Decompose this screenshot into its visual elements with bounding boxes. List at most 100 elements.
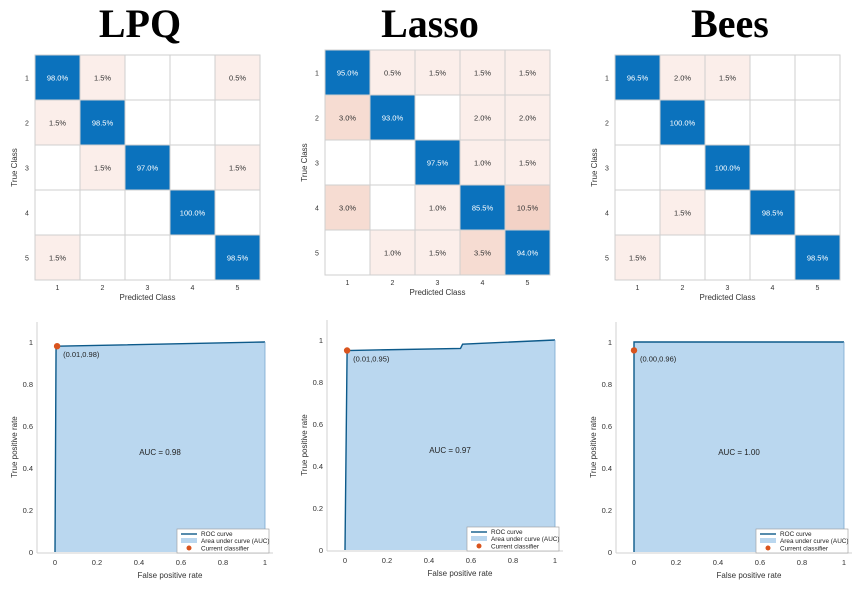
matrix-cell [504,94,551,141]
y-axis-label: True Class [590,148,599,186]
matrix-cell [659,144,706,191]
matrix-cell [414,94,461,141]
matrix-cell [659,189,706,236]
y-tick-label: 0.2 [313,504,323,513]
current-classifier-label: (0.01,0.98) [63,350,100,359]
current-classifier-marker [53,343,61,350]
y-tick-label: 1 [25,76,29,83]
cell-value: 1.5% [719,74,736,83]
y-tick-label: 0 [319,546,323,555]
cell-value: 1.0% [474,159,491,168]
matrix-cell [324,94,371,141]
matrix-cell [324,229,371,276]
cell-value: 1.5% [49,119,66,128]
y-tick-label: 1 [29,338,33,347]
x-tick-label: 0 [53,558,57,567]
y-tick-label: 0.8 [602,380,612,389]
y-tick-label: 2 [25,121,29,128]
matrix-cell [124,99,171,146]
x-tick-label: 0.8 [797,558,807,567]
x-tick-label: 1 [842,558,846,567]
y-tick-label: 1 [608,338,612,347]
auc-label: AUC = 1.00 [718,448,760,457]
matrix-cell [794,99,841,146]
cell-value: 1.5% [629,254,646,263]
matrix-cell [614,234,661,281]
y-tick-label: 0.8 [23,380,33,389]
cell-value: 98.5% [807,254,829,263]
y-tick-label: 3 [605,166,609,173]
x-tick-label: 5 [526,280,530,287]
legend-entry: Area under curve (AUC) [780,538,849,545]
matrix-cell [34,99,81,146]
matrix-cell [324,184,371,231]
y-axis-label: True positive rate [589,416,598,478]
auc-area [55,342,265,552]
x-tick-label: 3 [436,280,440,287]
matrix-cell [169,189,216,236]
y-tick-label: 1 [315,71,319,78]
matrix-cell [169,144,216,191]
x-tick-label: 3 [146,285,150,292]
cell-value: 1.5% [429,249,446,258]
x-tick-label: 0.6 [466,556,476,565]
x-tick-label: 0.8 [218,558,228,567]
x-tick-label: 0.4 [713,558,723,567]
x-tick-label: 2 [681,285,685,292]
matrix-cell [459,49,506,96]
legend-marker-swatch [186,545,192,551]
x-tick-label: 0.6 [755,558,765,567]
legend-entry: Current classifier [780,545,829,552]
cell-value: 3.0% [339,204,356,213]
current-classifier-label: (0.00,0.96) [640,354,677,363]
x-tick-label: 1 [636,285,640,292]
matrix-cell [704,189,751,236]
auc-label: AUC = 0.97 [429,446,471,455]
title-bees: Bees [691,1,769,46]
y-tick-label: 4 [315,206,319,213]
legend-auc-swatch [181,538,197,543]
cell-value: 93.0% [382,114,404,123]
current-classifier-label: (0.01,0.95) [353,355,390,364]
x-tick-label: 3 [726,285,730,292]
y-tick-label: 0.4 [23,464,33,473]
legend-marker-swatch [476,543,482,549]
matrix-cell [614,144,661,191]
x-tick-label: 2 [391,280,395,287]
cell-value: 97.0% [137,164,159,173]
matrix-cell [214,99,261,146]
matrix-cell [169,234,216,281]
y-tick-label: 0.6 [313,420,323,429]
matrix-cell [414,139,461,186]
y-tick-label: 0.2 [602,506,612,515]
matrix-cell [34,189,81,236]
y-tick-label: 5 [25,256,29,263]
cell-value: 1.5% [94,74,111,83]
x-tick-label: 4 [481,280,485,287]
x-tick-label: 0.2 [382,556,392,565]
x-axis-label: False positive rate [138,571,203,580]
y-tick-label: 5 [315,251,319,258]
x-tick-label: 5 [816,285,820,292]
roc-curve [633,341,844,552]
cell-value: 10.5% [517,204,539,213]
matrix-cell [459,229,506,276]
matrix-cell [214,54,261,101]
cell-value: 85.5% [472,204,494,213]
y-axis-label: True positive rate [300,414,309,476]
matrix-cell [749,99,796,146]
y-tick-label: 4 [25,211,29,218]
x-tick-label: 0.2 [92,558,102,567]
y-tick-label: 2 [315,116,319,123]
x-axis-label: Predicted Class [409,288,465,297]
matrix-cell [79,144,126,191]
y-tick-label: 0.2 [23,506,33,515]
cell-value: 1.5% [474,69,491,78]
x-tick-label: 2 [101,285,105,292]
auc-area [634,342,844,552]
matrix-cell [749,144,796,191]
auc-area [345,340,555,550]
